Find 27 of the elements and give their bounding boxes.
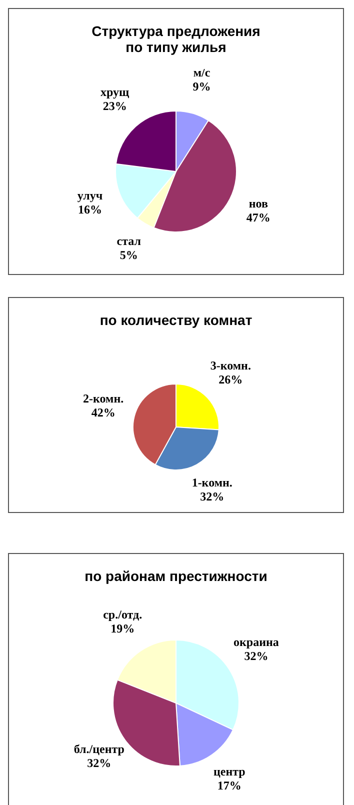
data-label: 9%: [192, 80, 211, 94]
chart-title: по районам престижности: [84, 568, 268, 584]
slice-label: окраина: [234, 635, 279, 650]
data-label: 47%: [246, 210, 270, 224]
slice-label: центр: [213, 764, 246, 779]
slice-label: бл./центр: [74, 742, 125, 756]
data-label: 19%: [110, 621, 135, 636]
slice-label: нов: [248, 196, 268, 210]
data-label: 23%: [102, 99, 127, 114]
chart-title: по количеству комнат: [98, 312, 254, 328]
slice-label: стал: [116, 234, 142, 248]
data-label: 17%: [217, 778, 242, 793]
data-label: 5%: [120, 248, 138, 262]
data-label: 32%: [244, 649, 268, 664]
data-label: 16%: [78, 202, 102, 217]
data-label: 42%: [91, 405, 116, 420]
slice-label: 3-комн.: [210, 358, 251, 373]
slice-label: м/с: [193, 66, 211, 80]
data-label: 32%: [200, 490, 224, 504]
slice-label: ср./отд.: [103, 607, 142, 622]
data-label: 26%: [218, 372, 243, 387]
chart-title: Структура предложения по типу жилья: [90, 23, 262, 55]
slice-label: улуч: [77, 188, 103, 203]
data-label: 32%: [87, 756, 112, 770]
slice-label: 1-комн.: [192, 476, 232, 490]
slice-label: 2-комн.: [83, 391, 124, 406]
slice-label: хрущ: [100, 85, 130, 100]
